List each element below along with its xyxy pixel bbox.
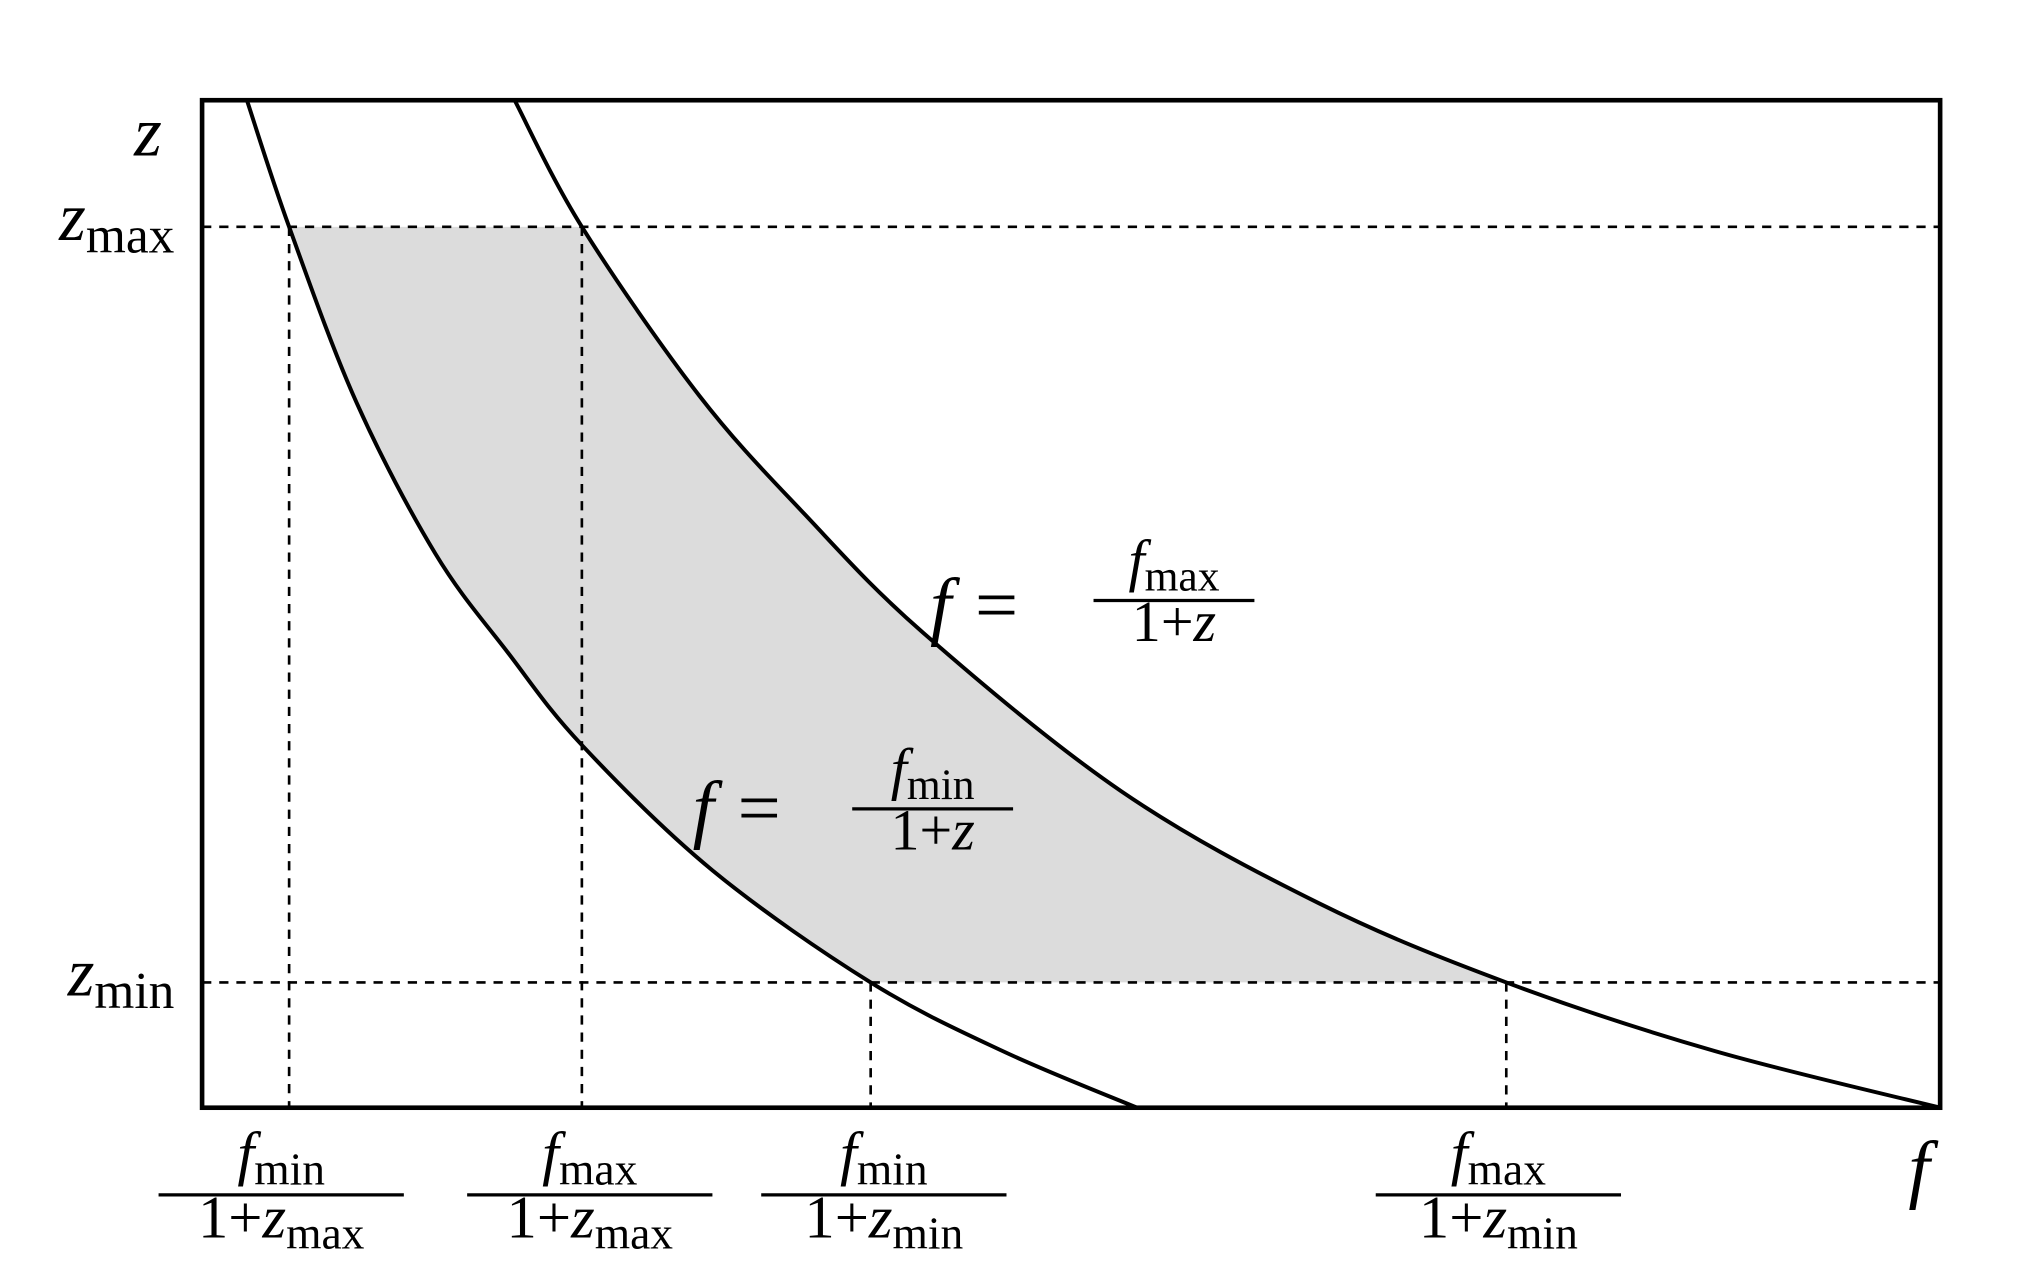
symbol: z <box>1193 589 1217 654</box>
denominator: 1+zmax <box>507 1184 674 1258</box>
symbol: z <box>570 1184 595 1251</box>
curve-label: f = <box>693 765 781 850</box>
prefix: 1+ <box>507 1184 572 1251</box>
curve-label: f = <box>930 562 1018 647</box>
curves <box>245 99 1941 1110</box>
prefix: 1+ <box>1419 1184 1484 1251</box>
labels: zmaxzminfmin1+zmaxfmax1+zmaxfmin1+zminfm… <box>58 179 1622 1258</box>
symbol: z <box>868 1184 893 1251</box>
prefix: 1+ <box>804 1184 869 1251</box>
prefix: 1+ <box>1132 589 1194 654</box>
denominator: 1+zmax <box>198 1184 365 1258</box>
shaded-region <box>289 226 1507 983</box>
numerator: fmin <box>237 1121 325 1195</box>
denominator: 1+z <box>1132 589 1216 654</box>
numerator: fmax <box>542 1121 637 1195</box>
symbol: z <box>58 179 86 255</box>
y-tick-label: zmax <box>58 179 174 264</box>
x-axis-label: f <box>1908 1125 1939 1210</box>
subscript: min <box>857 1144 928 1195</box>
symbol: z <box>951 798 975 863</box>
prefix: 1+ <box>890 798 952 863</box>
relation: = <box>738 765 781 850</box>
subscript: max <box>286 1207 365 1258</box>
denominator: 1+zmin <box>804 1184 963 1258</box>
subscript: min <box>94 963 174 1020</box>
numerator: fmax <box>1128 528 1219 600</box>
symbol: z <box>67 935 95 1011</box>
subscript: min <box>254 1144 325 1195</box>
subscript: min <box>893 1207 964 1258</box>
subscript: max <box>595 1207 674 1258</box>
symbol: z <box>1482 1184 1507 1251</box>
numerator: fmax <box>1451 1121 1546 1195</box>
frame <box>199 97 1943 1111</box>
y-axis-label: z <box>133 94 162 172</box>
shade <box>289 226 1507 983</box>
subscript: min <box>1507 1207 1578 1258</box>
subscript: min <box>907 761 975 809</box>
relation: = <box>975 562 1018 647</box>
curve-max <box>512 99 1941 1110</box>
y-tick-label: zmin <box>67 935 175 1020</box>
prefix: 1+ <box>198 1184 263 1251</box>
symbol: z <box>262 1184 287 1251</box>
denominator: 1+z <box>890 798 974 863</box>
denominator: 1+zmin <box>1419 1184 1578 1258</box>
lhs: f <box>930 562 961 647</box>
curve-min <box>245 99 1138 1110</box>
subscript: max <box>86 207 175 264</box>
subscript: max <box>1145 553 1220 601</box>
subscript: max <box>559 1144 638 1195</box>
subscript: max <box>1468 1144 1547 1195</box>
